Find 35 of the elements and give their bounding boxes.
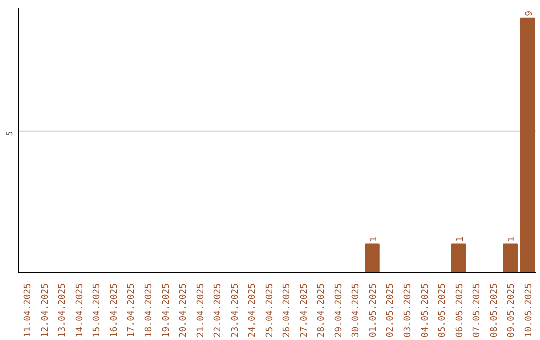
x-tick-label: 21.04.2025: [196, 283, 206, 338]
x-tick-label: 11.04.2025: [24, 283, 34, 338]
data-label: 1: [456, 236, 466, 242]
x-tick-label: 27.04.2025: [300, 283, 310, 338]
x-tick-label: 06.05.2025: [455, 283, 466, 338]
ref-line-label: 5: [6, 131, 14, 136]
x-tick-label: 24.04.2025: [248, 283, 258, 338]
x-tick-label: 04.05.2025: [420, 283, 431, 338]
x-tick-label: 09.05.2025: [507, 283, 518, 338]
x-tick-label: 10.05.2025: [524, 283, 534, 338]
data-label: 1: [369, 236, 380, 242]
x-tick-label: 22.04.2025: [214, 283, 224, 338]
x-tick-label: 07.05.2025: [472, 283, 483, 338]
x-tick-label: 08.05.2025: [490, 283, 500, 338]
x-tick-label: 12.04.2025: [40, 283, 51, 338]
x-tick-label: 19.04.2025: [162, 283, 172, 338]
x-tick-label: 30.04.2025: [352, 283, 362, 338]
x-tick-label: 02.05.2025: [386, 283, 396, 338]
x-tick-label: 01.05.2025: [368, 283, 379, 338]
x-tick-label: 23.04.2025: [230, 283, 241, 338]
x-tick-label: 13.04.2025: [58, 283, 68, 338]
data-label: 9: [524, 10, 535, 16]
x-tick-label: 20.04.2025: [179, 283, 190, 338]
x-tick-label: 16.04.2025: [110, 283, 120, 338]
x-tick-label: 18.04.2025: [144, 283, 154, 338]
x-tick-label: 26.04.2025: [282, 283, 293, 338]
x-tick-label: 05.05.2025: [438, 283, 448, 338]
x-tick-label: 25.04.2025: [265, 283, 276, 338]
data-label: 1: [508, 236, 518, 242]
x-tick-label: 28.04.2025: [317, 283, 328, 338]
x-tick-label: 03.05.2025: [404, 283, 414, 338]
x-tick-label: 29.04.2025: [334, 283, 344, 338]
x-tick-label: 14.04.2025: [75, 283, 86, 338]
x-tick-label: 17.04.2025: [127, 283, 138, 338]
x-tick-label: 15.04.2025: [92, 283, 103, 338]
